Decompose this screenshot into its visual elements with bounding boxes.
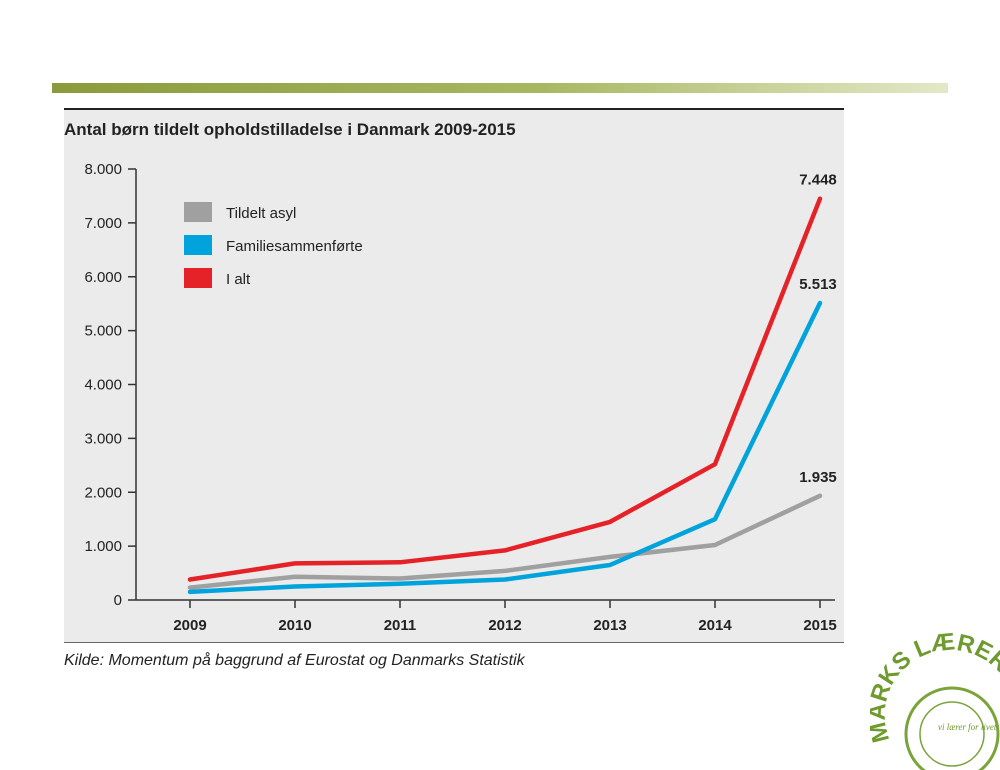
- chart-title: Antal børn tildelt opholdstilladelse i D…: [64, 120, 516, 139]
- chart-bottom-rule: [64, 642, 844, 643]
- y-tick-label: 1.000: [84, 538, 122, 555]
- x-tick-label: 2012: [488, 617, 521, 634]
- legend-swatch-1: [184, 202, 212, 222]
- x-tick-label: 2010: [278, 617, 311, 634]
- series-line-2: [187, 300, 823, 595]
- line-chart: 0 1.000 2.000 3.000 4.000 5.000 6.000 7.000 8.00…: [84, 161, 837, 634]
- legend-label-2: Familiesammenførte: [226, 238, 363, 255]
- seal-inner-text: vi lærer for livet: [938, 722, 997, 732]
- data-label-1: 1.935: [799, 469, 837, 486]
- y-tick-label: 8.000: [84, 161, 122, 178]
- x-tick-label: 2009: [173, 617, 206, 634]
- school-seal-logo: MARKS LÆRER vi lærer for livet: [870, 630, 1000, 770]
- series-line-3: [187, 196, 823, 582]
- x-tick-label: 2013: [593, 617, 626, 634]
- y-tick-label: 5.000: [84, 323, 122, 340]
- y-tick-label: 3.000: [84, 430, 122, 447]
- y-tick-label: 6.000: [84, 269, 122, 286]
- legend-label-3: I alt: [226, 271, 251, 288]
- x-tick-label: 2011: [384, 617, 417, 634]
- x-tick-label: 2015: [803, 617, 836, 634]
- y-tick-label: 0: [114, 592, 122, 609]
- y-tick-label: 4.000: [84, 377, 122, 394]
- y-tick-label: 2.000: [84, 484, 122, 501]
- chart-source: Kilde: Momentum på baggrund af Eurostat …: [64, 652, 525, 669]
- legend-label-1: Tildelt asyl: [226, 205, 296, 222]
- chart-panel: [64, 110, 844, 642]
- legend-swatch-3: [184, 268, 212, 288]
- y-tick-label: 7.000: [84, 215, 122, 232]
- data-label-3: 7.448: [799, 172, 837, 189]
- chart-top-rule: [64, 108, 844, 110]
- series-line-1: [187, 493, 823, 590]
- title-accent-bar: [52, 83, 948, 93]
- data-label-2: 5.513: [799, 276, 837, 293]
- legend-swatch-2: [184, 235, 212, 255]
- x-tick-label: 2014: [698, 617, 732, 634]
